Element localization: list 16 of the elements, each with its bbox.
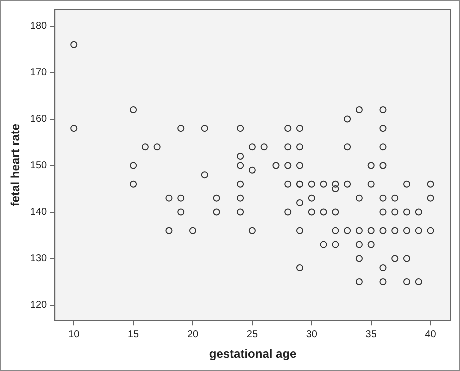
x-tick-label: 10: [68, 329, 80, 340]
x-tick-label: 40: [425, 329, 437, 340]
x-tick-label: 25: [246, 329, 258, 340]
x-tick-label: 15: [128, 329, 140, 340]
y-tick-label: 170: [30, 68, 48, 79]
x-tick-label: 35: [366, 329, 378, 340]
y-tick-label: 140: [30, 207, 48, 218]
x-tick-label: 20: [187, 329, 199, 340]
y-tick-label: 120: [30, 300, 48, 312]
y-tick-label: 160: [30, 114, 48, 126]
y-tick-label: 180: [30, 21, 48, 32]
y-tick-label: 130: [30, 254, 48, 265]
y-axis-title: fetal heart rate: [8, 124, 23, 207]
x-axis-title: gestational age: [209, 347, 298, 362]
y-tick-label: 150: [30, 160, 48, 172]
x-tick-label: 30: [306, 329, 318, 340]
